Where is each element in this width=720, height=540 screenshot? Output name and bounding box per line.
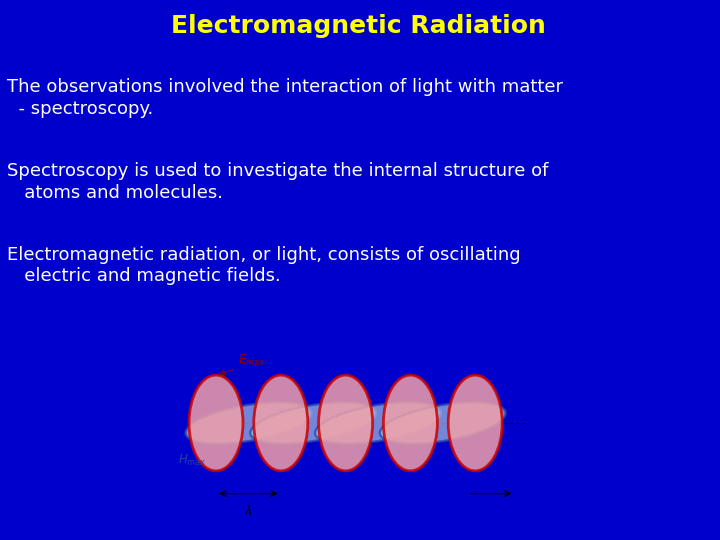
Ellipse shape (189, 375, 243, 471)
Ellipse shape (315, 402, 441, 444)
Text: The observations involved the interaction of light with matter
  - spectroscopy.: The observations involved the interactio… (7, 78, 563, 118)
Text: Electromagnetic Radiation: Electromagnetic Radiation (171, 14, 546, 37)
Text: $\lambda$: $\lambda$ (244, 504, 253, 518)
Text: $H_{\rm max}$: $H_{\rm max}$ (179, 453, 207, 468)
Text: Electromagnetic radiation, or light, consists of oscillating
   electric and mag: Electromagnetic radiation, or light, con… (7, 246, 521, 285)
Ellipse shape (186, 402, 311, 444)
Text: Spectroscopy is used to investigate the internal structure of
   atoms and molec: Spectroscopy is used to investigate the … (7, 162, 549, 201)
Ellipse shape (251, 402, 376, 444)
Text: $E_{\rm max}$: $E_{\rm max}$ (238, 353, 265, 368)
Ellipse shape (380, 402, 505, 444)
Ellipse shape (253, 375, 307, 471)
Ellipse shape (383, 375, 438, 471)
Ellipse shape (318, 375, 373, 471)
Ellipse shape (448, 375, 503, 471)
